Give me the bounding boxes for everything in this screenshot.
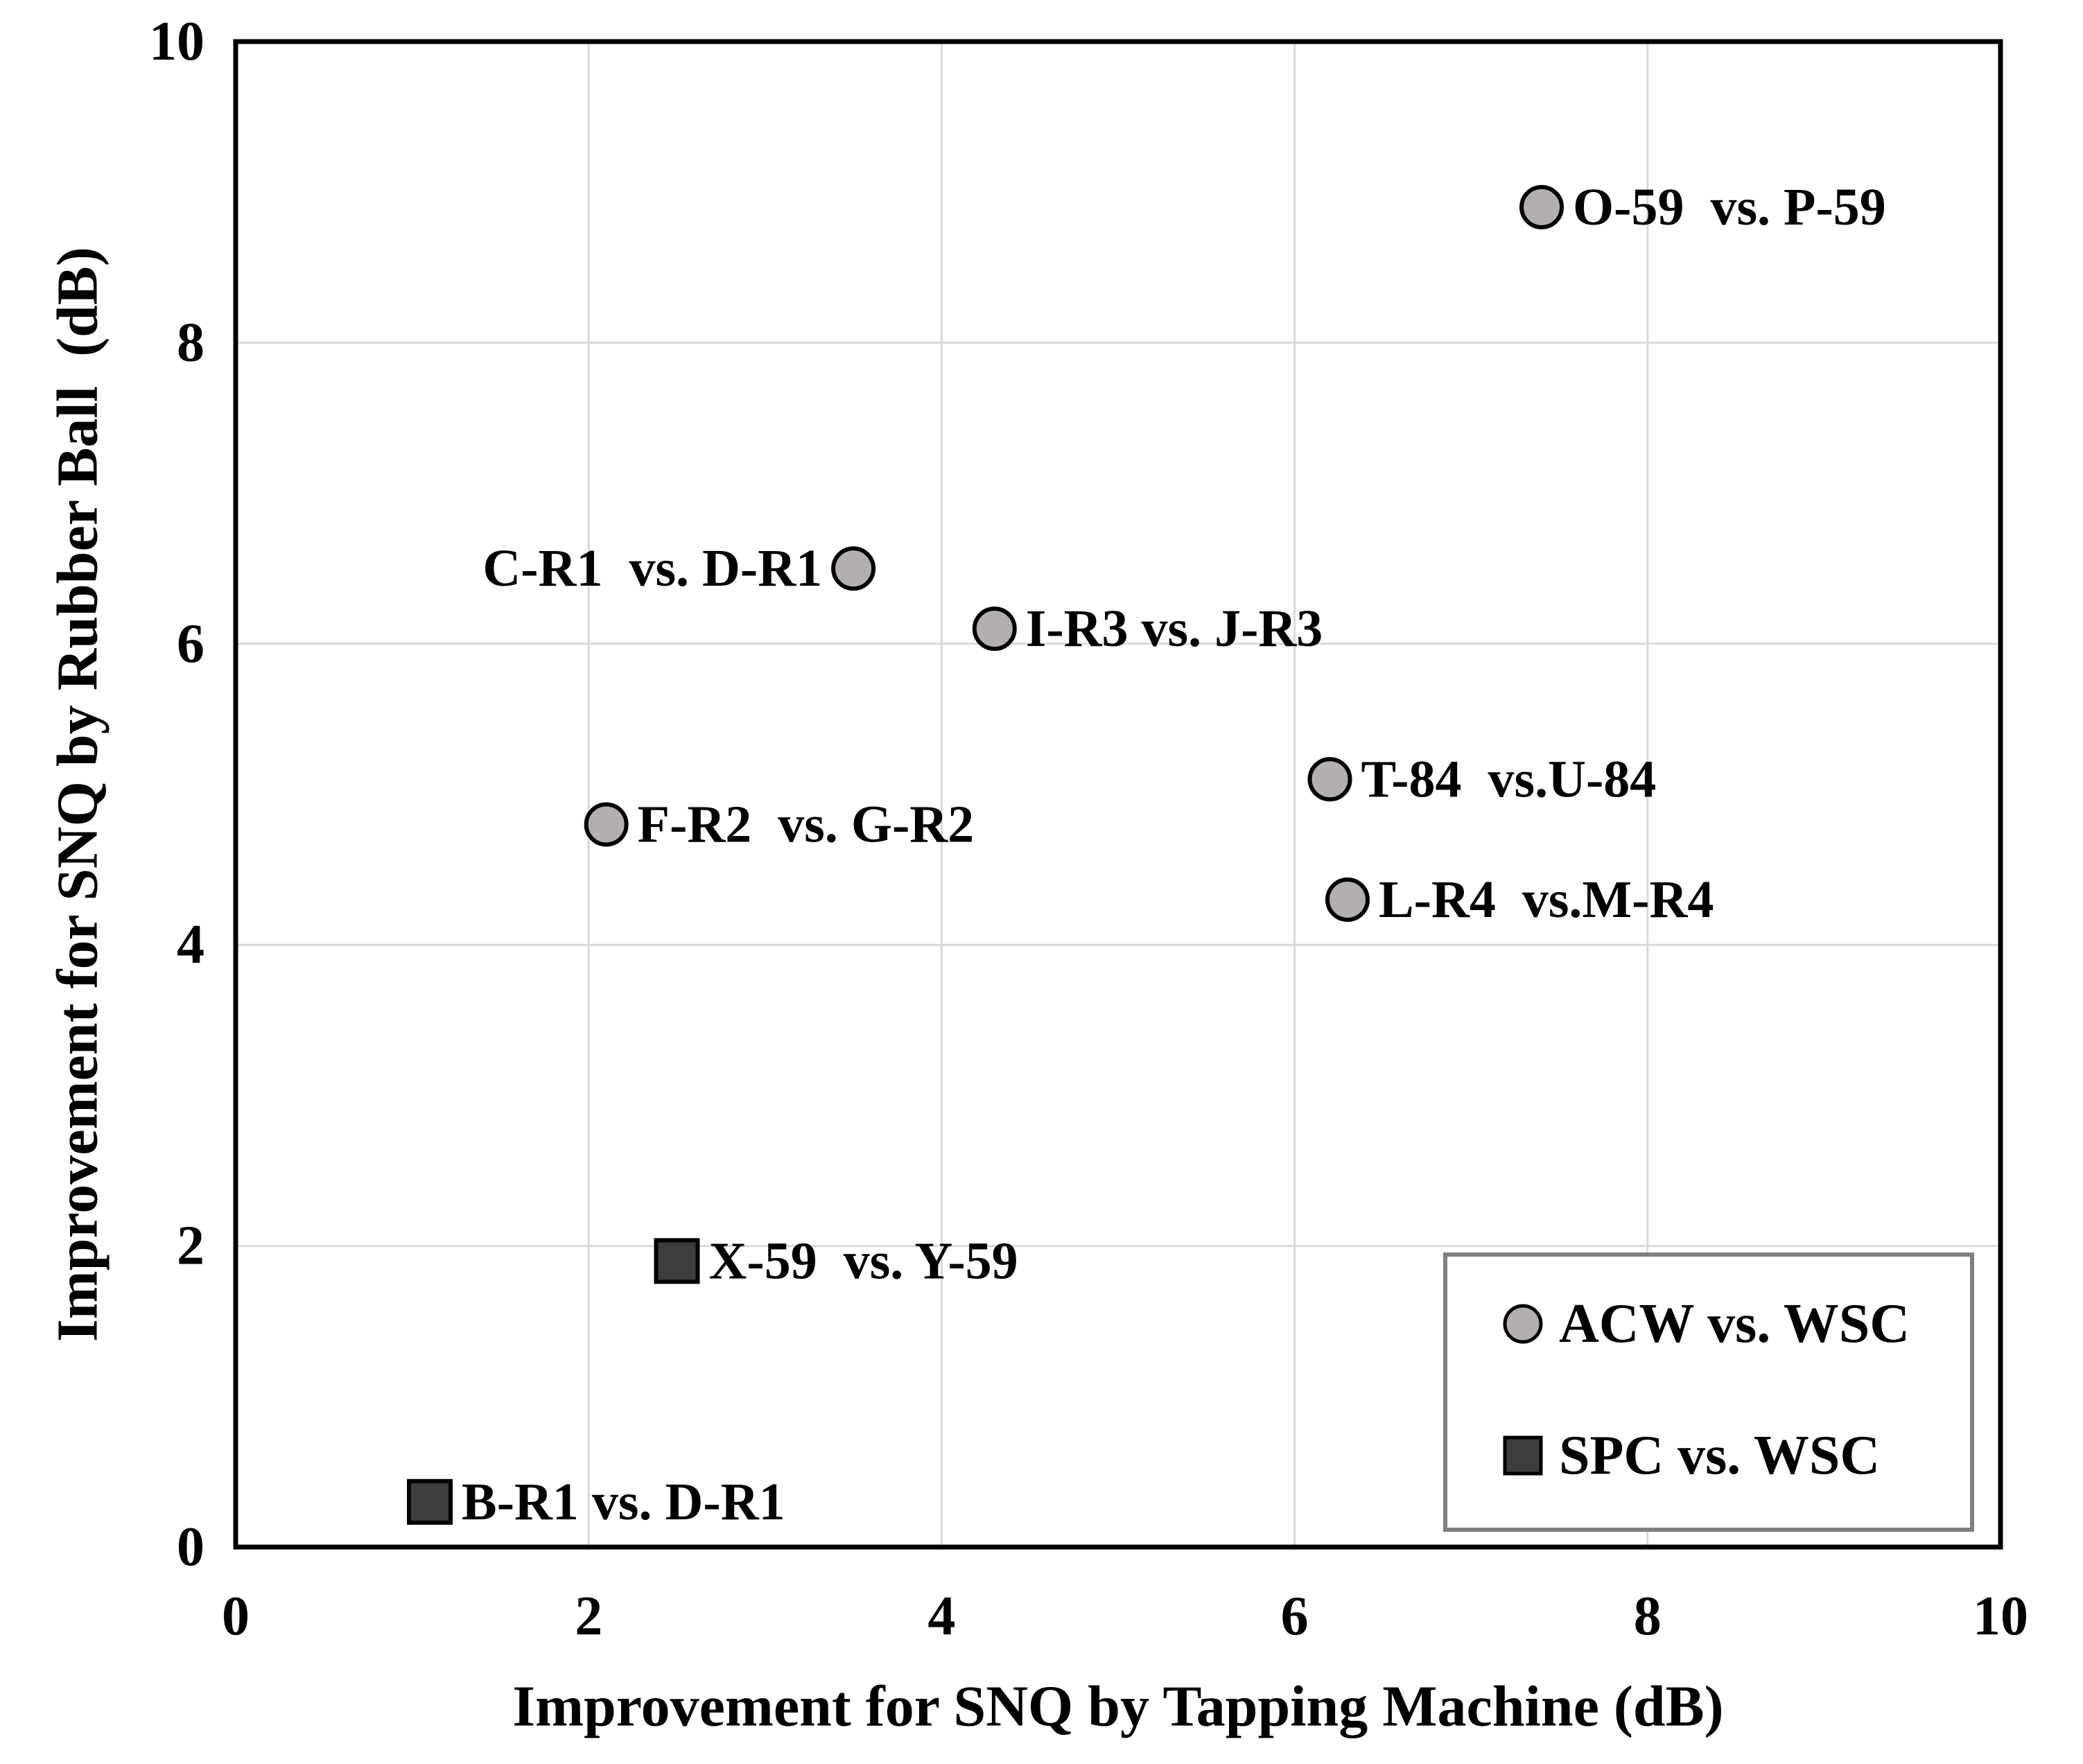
y-tick-label: 6 (177, 613, 204, 674)
data-point-square (654, 1238, 700, 1284)
x-tick-label: 10 (1973, 1586, 2028, 1647)
data-point-label: F-R2 vs. G-R2 (638, 795, 975, 853)
y-tick-label: 2 (177, 1216, 204, 1277)
legend-item-label: ACW vs. WSC (1559, 1293, 1910, 1354)
data-point-label: I-R3 vs. J-R3 (1026, 600, 1323, 658)
legend-item-label: SPC vs. WSC (1559, 1425, 1880, 1486)
data-point-label: L-R4 vs.M-R4 (1379, 871, 1714, 929)
data-point-label: T-84 vs.U-84 (1361, 750, 1657, 808)
x-tick-label: 2 (575, 1586, 602, 1647)
data-point-label: B-R1 vs. D-R1 (462, 1473, 785, 1531)
data-point-label: O-59 vs. P-59 (1573, 178, 1886, 236)
x-tick-label: 4 (927, 1586, 955, 1647)
y-tick-label: 0 (177, 1517, 204, 1578)
y-axis-title: Improvement for SNQ by Rubber Ball (dB) (46, 247, 110, 1342)
data-point-circle (1519, 184, 1565, 229)
data-point-circle (831, 546, 876, 591)
data-point-square (407, 1478, 453, 1525)
data-point-circle (1307, 757, 1352, 802)
data-point-label: C-R1 vs. D-R1 (482, 539, 822, 597)
data-point-label: X-59 vs. Y-59 (709, 1232, 1018, 1290)
plot-border (233, 39, 2003, 1550)
y-tick-label: 8 (177, 312, 204, 373)
x-axis-title: Improvement for SNQ by Tapping Machine (… (512, 1675, 1723, 1739)
x-tick-label: 8 (1634, 1586, 1662, 1647)
data-point-circle (972, 606, 1017, 652)
legend-marker-circle (1503, 1304, 1543, 1344)
data-point-circle (1325, 877, 1370, 923)
data-point-circle (584, 802, 629, 847)
y-tick-label: 10 (149, 11, 204, 72)
legend-marker-square (1503, 1435, 1543, 1476)
x-tick-label: 0 (222, 1586, 250, 1647)
x-tick-label: 6 (1281, 1586, 1309, 1647)
legend-box (1443, 1252, 1974, 1532)
y-tick-label: 4 (177, 914, 204, 975)
